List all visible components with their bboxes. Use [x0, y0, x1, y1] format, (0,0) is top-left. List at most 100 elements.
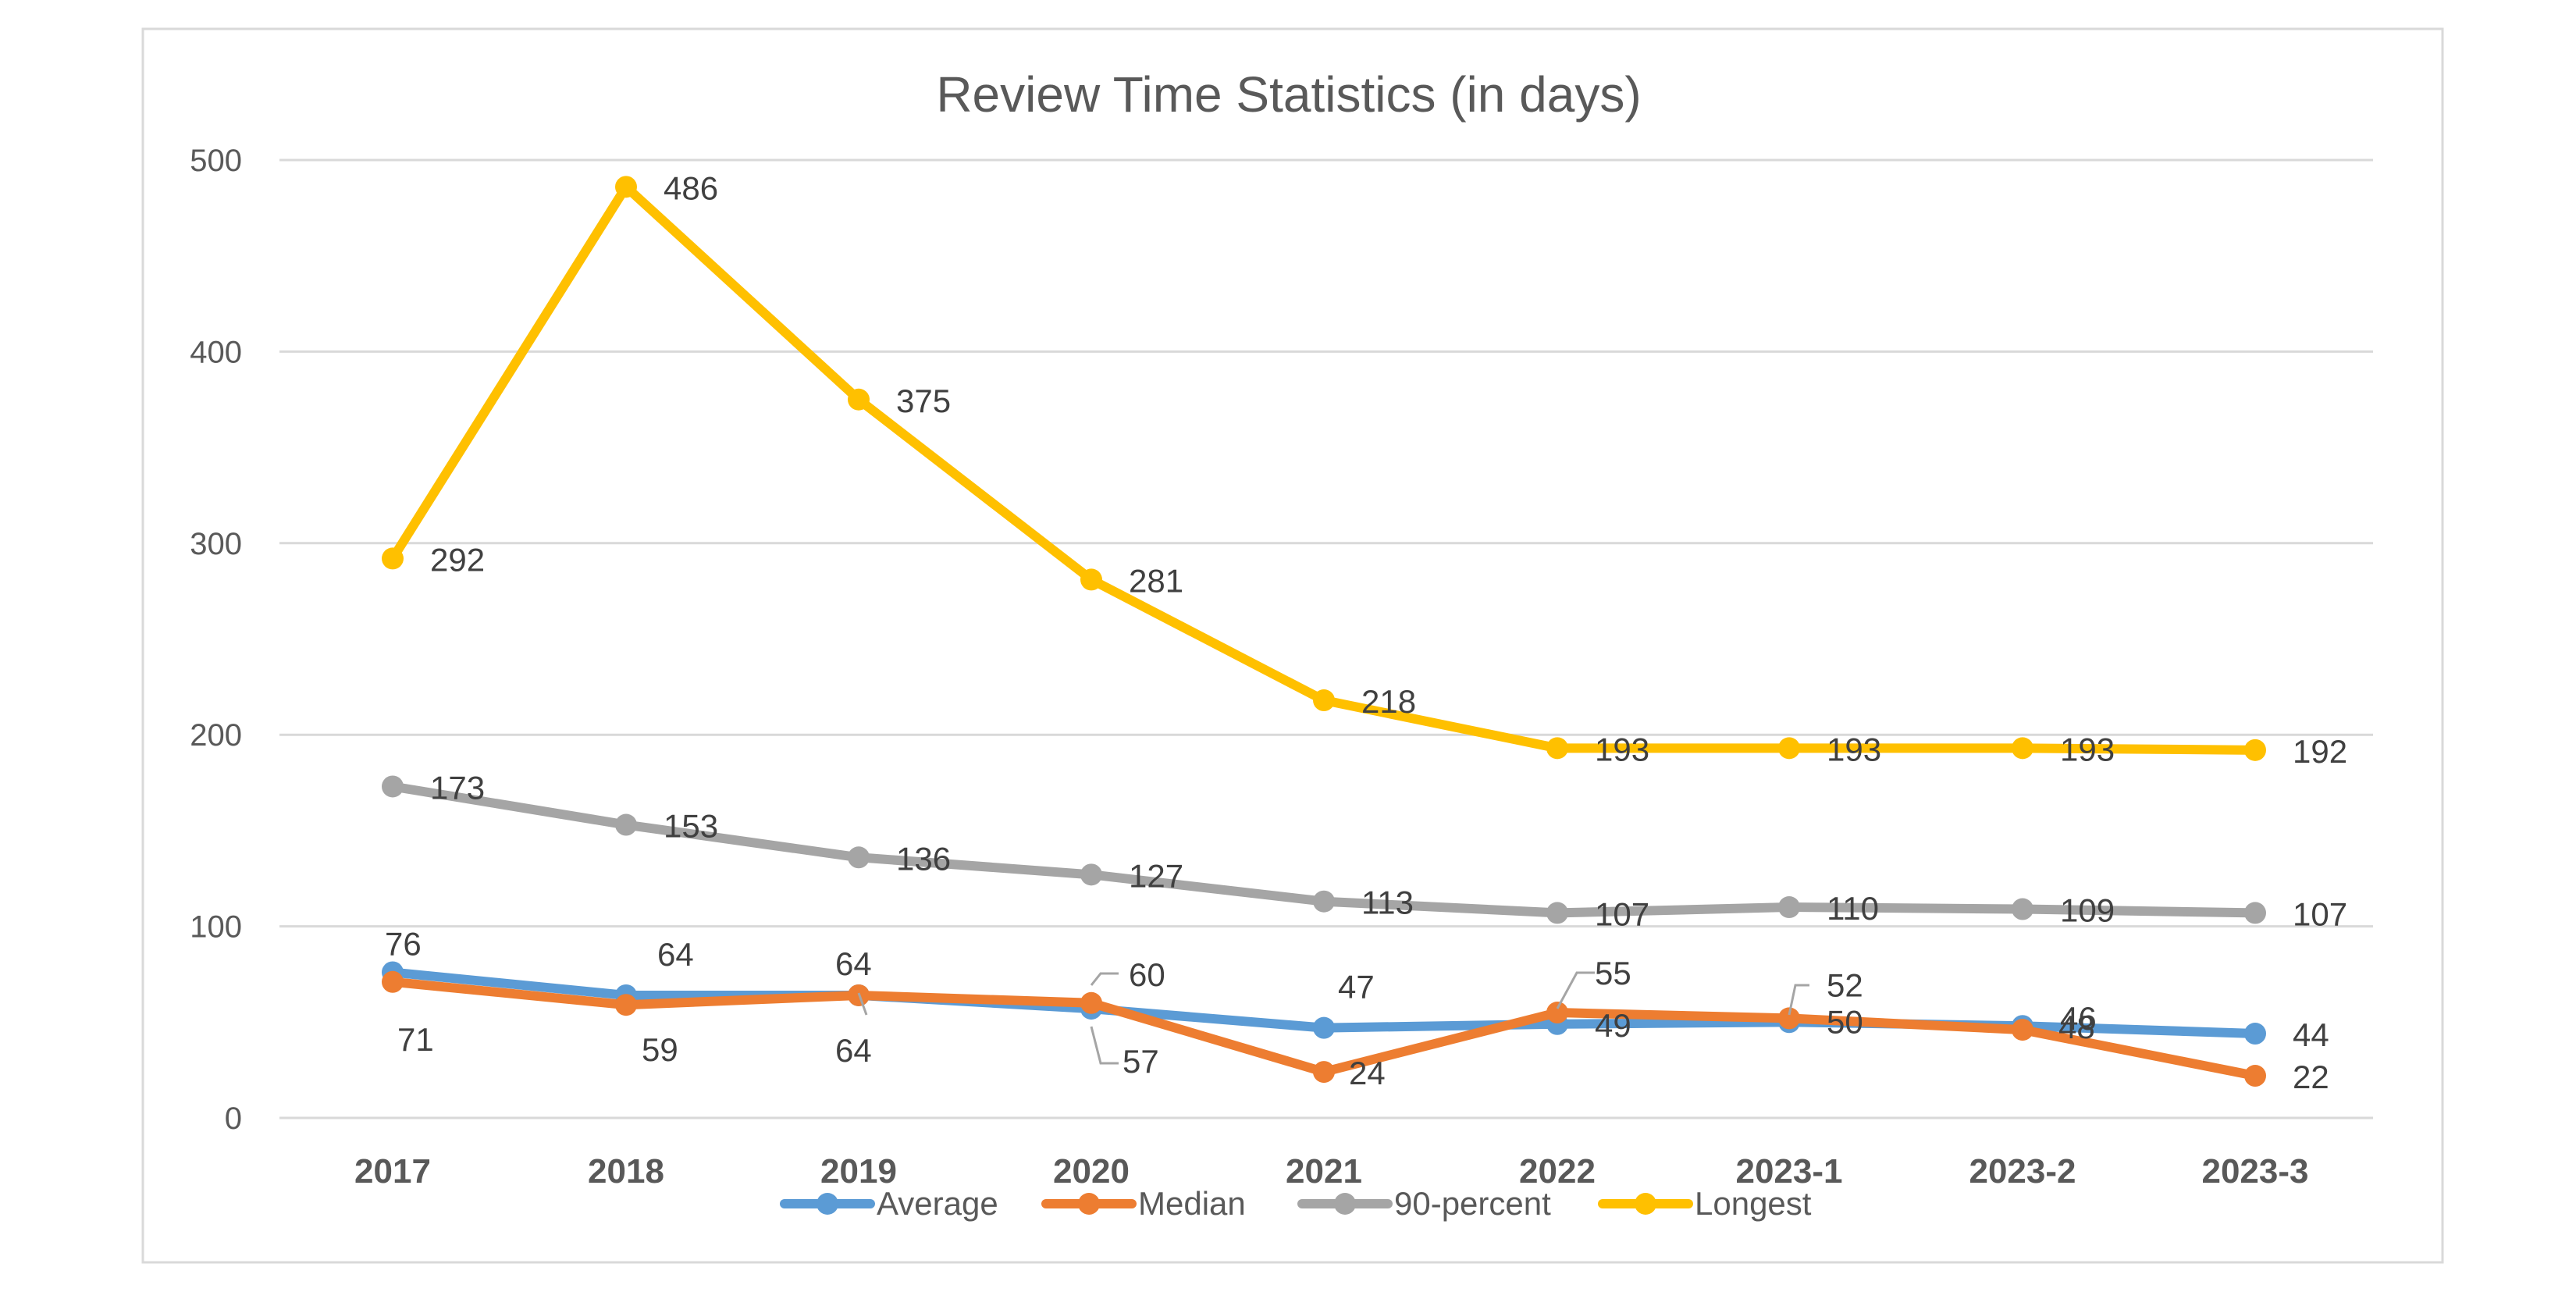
data-point-median-2017: [382, 970, 404, 993]
data-label-90-percent-2018: 153: [664, 808, 718, 845]
data-label-median-2020: 60: [1129, 956, 1165, 993]
data-point-median-2023-1: [1778, 1007, 1800, 1030]
data-point-90-percent-2021: [1313, 890, 1335, 913]
data-point-average-2023-3: [2244, 1023, 2266, 1045]
legend: Average Median 90-percent Longest: [780, 1185, 1812, 1222]
data-label-90-percent-2022: 107: [1595, 895, 1649, 932]
data-label-average-2023-3: 44: [2293, 1016, 2329, 1053]
data-point-90-percent-2022: [1546, 902, 1568, 924]
data-label-average-2019: 64: [835, 945, 872, 982]
x-tick-label-2023-2: 2023-2: [1969, 1152, 2076, 1191]
data-label-average-2023-1: 50: [1827, 1003, 1863, 1040]
x-tick-label-2021: 2021: [1286, 1152, 1362, 1191]
legend-marker-median: [1078, 1193, 1100, 1215]
y-axis: 0 100 200 300 400 500: [190, 144, 242, 1136]
data-label-average-2022: 49: [1595, 1007, 1631, 1044]
data-point-longest-2023-1: [1778, 737, 1800, 760]
leader-line-median-2023-1: [1788, 984, 1809, 1016]
x-tick-label-2020: 2020: [1053, 1152, 1130, 1191]
y-tick-label-100: 100: [190, 910, 242, 945]
x-tick-label-2022: 2022: [1519, 1152, 1596, 1191]
data-point-average-2021: [1313, 1016, 1335, 1039]
chart-title: Review Time Statistics (in days): [936, 66, 1641, 123]
legend-marker-longest: [1635, 1193, 1656, 1215]
y-tick-label-200: 200: [190, 718, 242, 753]
data-label-median-2018: 59: [642, 1031, 678, 1068]
legend-label-90-percent: 90-percent: [1394, 1185, 1551, 1222]
data-point-longest-2022: [1546, 737, 1568, 760]
leader-line-average-2020: [1090, 1026, 1119, 1065]
data-point-90-percent-2020: [1080, 863, 1102, 886]
data-label-median-2019: 64: [835, 1032, 872, 1069]
x-tick-label-2023-3: 2023-3: [2201, 1152, 2308, 1191]
data-label-median-2023-3: 22: [2293, 1059, 2329, 1095]
data-point-90-percent-2023-1: [1778, 896, 1800, 919]
data-point-90-percent-2019: [848, 846, 870, 869]
data-label-longest-2023-1: 193: [1827, 731, 1881, 767]
data-point-90-percent-2017: [382, 775, 404, 798]
leader-line-median-2022: [1556, 971, 1595, 1009]
data-point-median-2018: [615, 994, 637, 1016]
legend-marker-average: [817, 1193, 838, 1215]
legend-label-longest: Longest: [1695, 1185, 1812, 1222]
data-label-90-percent-2023-3: 107: [2293, 895, 2347, 932]
gridlines: [279, 158, 2373, 1119]
data-point-median-2023-3: [2244, 1065, 2266, 1087]
data-label-90-percent-2017: 173: [430, 769, 485, 806]
legend-marker-90-percent: [1334, 1193, 1356, 1215]
data-label-90-percent-2021: 113: [1361, 884, 1414, 921]
data-label-average-2018: 64: [657, 936, 694, 973]
data-point-longest-2021: [1313, 689, 1335, 712]
data-label-90-percent-2019: 136: [896, 840, 951, 877]
data-point-longest-2023-3: [2244, 739, 2266, 761]
data-label-longest-2019: 375: [896, 383, 951, 419]
data-label-longest-2018: 486: [664, 169, 718, 206]
data-label-longest-2022: 193: [1595, 731, 1649, 767]
data-label-longest-2017: 292: [430, 541, 485, 578]
data-label-longest-2020: 281: [1129, 562, 1183, 599]
y-tick-label-400: 400: [190, 335, 242, 369]
legend-label-median: Median: [1138, 1185, 1246, 1222]
data-point-median-2021: [1313, 1061, 1335, 1084]
x-tick-label-2018: 2018: [588, 1152, 664, 1191]
data-label-90-percent-2023-1: 110: [1827, 890, 1879, 927]
y-tick-label-0: 0: [225, 1102, 242, 1136]
data-label-average-2021: 47: [1338, 969, 1375, 1005]
legend-label-average: Average: [877, 1185, 998, 1222]
data-label-median-2022: 55: [1595, 955, 1631, 991]
data-label-average-2023-2: 48: [2058, 1009, 2095, 1045]
series-group: [382, 176, 2266, 1087]
data-point-median-2023-2: [2012, 1019, 2033, 1041]
data-label-90-percent-2020: 127: [1129, 857, 1183, 894]
data-point-longest-2017: [382, 547, 404, 570]
data-labels: 173 153 136 127 113 107 110 109 107 292 486 375 281 2…: [385, 169, 2347, 1095]
data-label-median-2021: 24: [1349, 1055, 1386, 1091]
leader-line-median-2019: [857, 992, 868, 1016]
x-tick-label-2017: 2017: [354, 1152, 431, 1191]
data-point-90-percent-2023-2: [2012, 898, 2033, 920]
data-point-90-percent-2023-3: [2244, 902, 2266, 924]
data-label-average-2017: 76: [385, 925, 422, 962]
y-tick-label-300: 300: [190, 527, 242, 561]
y-tick-label-500: 500: [190, 144, 242, 178]
data-label-median-2017: 71: [397, 1021, 434, 1058]
data-point-median-2022: [1546, 1002, 1568, 1024]
data-point-90-percent-2018: [615, 813, 637, 836]
data-point-longest-2018: [615, 176, 637, 198]
x-axis: 2017 2018 2019 2020 2021 2022 2023-1 2023-2 2023…: [354, 1152, 2308, 1191]
x-tick-label-2023-1: 2023-1: [1735, 1152, 1842, 1191]
chart-border: [141, 27, 2444, 1264]
data-label-median-2023-2: 46: [2060, 1000, 2097, 1037]
data-point-longest-2020: [1080, 568, 1102, 591]
data-label-average-2020: 57: [1123, 1043, 1159, 1080]
data-label-longest-2023-2: 193: [2060, 731, 2115, 767]
data-label-median-2023-1: 52: [1827, 966, 1863, 1003]
leader-line-median-2020: [1090, 972, 1119, 986]
data-label-longest-2023-3: 192: [2293, 733, 2347, 770]
data-point-longest-2023-2: [2012, 737, 2033, 760]
data-label-longest-2021: 218: [1361, 683, 1416, 720]
data-point-longest-2019: [848, 388, 870, 411]
data-label-90-percent-2023-2: 109: [2060, 892, 2115, 929]
